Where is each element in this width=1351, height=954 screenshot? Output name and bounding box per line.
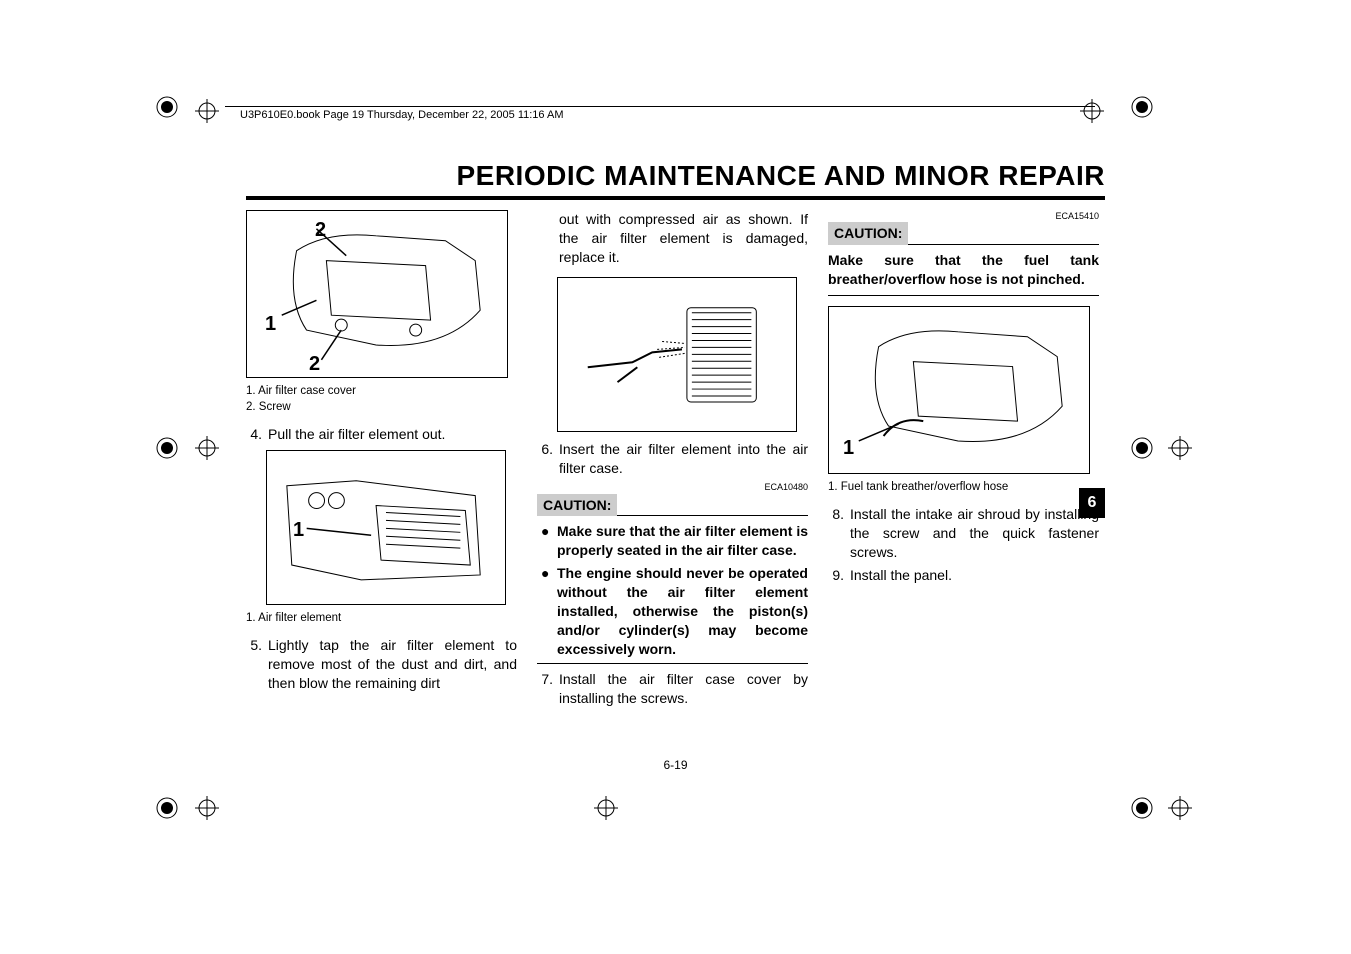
registration-mark-icon <box>1168 436 1192 460</box>
step-4: 4. Pull the air filter element out. <box>246 425 517 444</box>
step-5-continued: out with compressed air as shown. If the… <box>537 210 808 267</box>
caution-bullets: ● Make sure that the air filter element … <box>537 522 808 658</box>
eca-code: ECA15410 <box>828 210 1099 222</box>
caption: 1. Air filter case cover <box>246 384 517 400</box>
registration-mark-icon <box>1130 436 1154 460</box>
registration-mark-icon <box>155 796 179 820</box>
step-text: Install the air filter case cover by ins… <box>559 670 808 708</box>
caution-bullet: ● The engine should never be operated wi… <box>541 564 808 658</box>
step-8: 8. Install the intake air shroud by inst… <box>828 505 1099 562</box>
caption: 1. Air filter element <box>246 611 517 627</box>
step-number: 7. <box>537 670 559 708</box>
header-file-info: U3P610E0.book Page 19 Thursday, December… <box>240 109 564 121</box>
step-7: 7. Install the air filter case cover by … <box>537 670 808 708</box>
bullet-text: The engine should never be operated with… <box>557 564 808 658</box>
callout-1: 1 <box>843 435 854 462</box>
step-text: Lightly tap the air filter element to re… <box>268 636 517 693</box>
step-number: 4. <box>246 425 268 444</box>
figure2-captions: 1. Air filter element <box>246 611 517 627</box>
registration-mark-icon <box>1130 796 1154 820</box>
registration-mark-icon <box>594 796 618 820</box>
page-title: PERIODIC MAINTENANCE AND MINOR REPAIR <box>456 160 1105 192</box>
bullet-icon: ● <box>541 522 557 560</box>
caution-bullet: ● Make sure that the air filter element … <box>541 522 808 560</box>
eca-code: ECA10480 <box>537 481 808 493</box>
step-text: Pull the air filter element out. <box>268 425 517 444</box>
registration-mark-icon <box>155 95 179 119</box>
registration-mark-icon <box>195 99 219 123</box>
figure3-captions: 1. Fuel tank breather/overflow hose <box>828 480 1099 496</box>
step-text: Install the intake air shroud by install… <box>850 505 1099 562</box>
step-6: 6. Insert the air filter element into th… <box>537 440 808 478</box>
step-text: Insert the air filter element into the a… <box>559 440 808 478</box>
caution-rule <box>537 663 808 664</box>
caution-label: CAUTION: <box>537 494 617 517</box>
column-2: out with compressed air as shown. If the… <box>537 210 808 712</box>
callout-1: 1 <box>293 517 304 544</box>
figure-compressed-air <box>557 277 797 432</box>
step-text: Install the panel. <box>850 566 1099 585</box>
registration-mark-icon <box>1080 99 1104 123</box>
registration-mark-icon <box>1130 95 1154 119</box>
step-5: 5. Lightly tap the air filter element to… <box>246 636 517 693</box>
header-rule <box>225 106 1095 107</box>
caution-rule <box>828 295 1099 296</box>
bullet-text: Make sure that the air filter element is… <box>557 522 808 560</box>
figure-fuel-hose: 1 <box>828 306 1090 474</box>
registration-mark-icon <box>195 796 219 820</box>
title-rule <box>246 196 1105 200</box>
step-number: 5. <box>246 636 268 693</box>
figure1-captions: 1. Air filter case cover 2. Screw <box>246 384 517 415</box>
column-3: ECA15410 CAUTION: Make sure that the fue… <box>828 210 1099 712</box>
registration-mark-icon <box>195 436 219 460</box>
caption: 1. Fuel tank breather/overflow hose <box>828 480 1099 496</box>
figure-air-filter-element: 1 <box>266 450 506 605</box>
registration-mark-icon <box>155 436 179 460</box>
page-number: 6-19 <box>663 758 687 772</box>
figure-air-filter-case: 2 1 2 <box>246 210 508 378</box>
callout-1: 1 <box>265 311 276 338</box>
callout-2b: 2 <box>309 351 320 378</box>
step-number: 6. <box>537 440 559 478</box>
caution-label: CAUTION: <box>828 222 908 245</box>
callout-2: 2 <box>315 217 326 244</box>
step-number: 9. <box>828 566 850 585</box>
caution-text: Make sure that the fuel tank breather/ov… <box>828 251 1099 289</box>
bullet-icon: ● <box>541 564 557 658</box>
step-9: 9. Install the panel. <box>828 566 1099 585</box>
step-number: 8. <box>828 505 850 562</box>
content-area: 2 1 2 1. Air filter case cover 2. Screw … <box>246 210 1100 712</box>
registration-mark-icon <box>1168 796 1192 820</box>
caption: 2. Screw <box>246 400 517 416</box>
column-1: 2 1 2 1. Air filter case cover 2. Screw … <box>246 210 517 712</box>
